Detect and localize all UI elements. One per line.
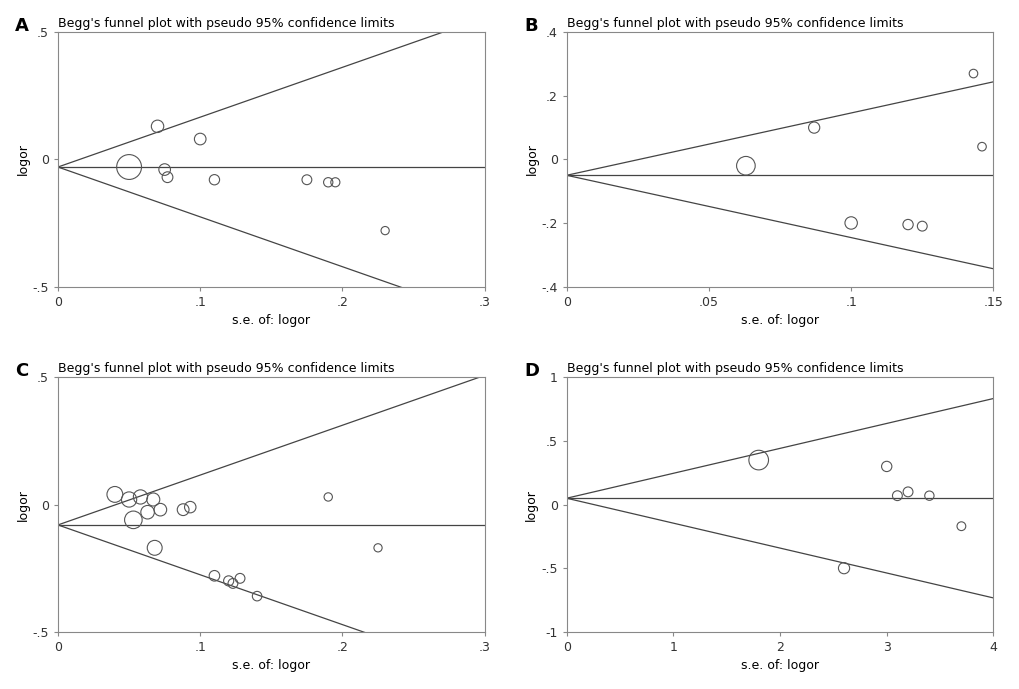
Point — [231, 573, 248, 584]
Point — [835, 563, 851, 574]
Text: Begg's funnel plot with pseudo 95% confidence limits: Begg's funnel plot with pseudo 95% confi… — [58, 17, 394, 30]
Point — [964, 68, 980, 79]
Point — [750, 455, 766, 466]
Point — [147, 542, 163, 553]
Point — [249, 590, 265, 601]
Point — [737, 161, 753, 172]
Y-axis label: logor: logor — [525, 143, 538, 175]
Point — [973, 141, 989, 152]
Point — [132, 491, 149, 502]
Point — [206, 570, 222, 582]
X-axis label: s.e. of: logor: s.e. of: logor — [232, 659, 310, 672]
Point — [377, 225, 393, 236]
Y-axis label: logor: logor — [16, 489, 30, 520]
Point — [224, 578, 240, 589]
Point — [889, 490, 905, 501]
Text: B: B — [524, 17, 537, 35]
Point — [159, 172, 175, 183]
Point — [149, 121, 165, 132]
Point — [140, 506, 156, 517]
Point — [842, 218, 858, 229]
X-axis label: s.e. of: logor: s.e. of: logor — [741, 314, 818, 327]
Text: A: A — [15, 17, 30, 35]
Point — [107, 489, 123, 500]
Point — [320, 177, 336, 188]
Point — [206, 174, 222, 185]
Point — [913, 220, 929, 232]
X-axis label: s.e. of: logor: s.e. of: logor — [232, 314, 310, 327]
Point — [145, 494, 161, 505]
Point — [175, 504, 192, 515]
Point — [877, 461, 894, 472]
Point — [220, 575, 236, 586]
Point — [125, 514, 142, 525]
Point — [327, 177, 343, 188]
Point — [953, 521, 969, 532]
Point — [156, 164, 172, 175]
Point — [192, 134, 208, 145]
Point — [182, 502, 199, 513]
Text: Begg's funnel plot with pseudo 95% confidence limits: Begg's funnel plot with pseudo 95% confi… — [58, 362, 394, 375]
Point — [920, 490, 936, 501]
Point — [805, 122, 821, 133]
Point — [152, 504, 168, 515]
Point — [320, 491, 336, 502]
X-axis label: s.e. of: logor: s.e. of: logor — [741, 659, 818, 672]
Y-axis label: logor: logor — [525, 489, 538, 520]
Text: C: C — [15, 362, 29, 380]
Point — [121, 161, 138, 172]
Point — [370, 542, 386, 553]
Y-axis label: logor: logor — [16, 143, 30, 175]
Text: Begg's funnel plot with pseudo 95% confidence limits: Begg's funnel plot with pseudo 95% confi… — [567, 362, 902, 375]
Point — [121, 494, 138, 505]
Text: D: D — [524, 362, 538, 380]
Point — [299, 174, 315, 185]
Text: Begg's funnel plot with pseudo 95% confidence limits: Begg's funnel plot with pseudo 95% confi… — [567, 17, 902, 30]
Point — [899, 219, 915, 230]
Point — [899, 486, 915, 497]
